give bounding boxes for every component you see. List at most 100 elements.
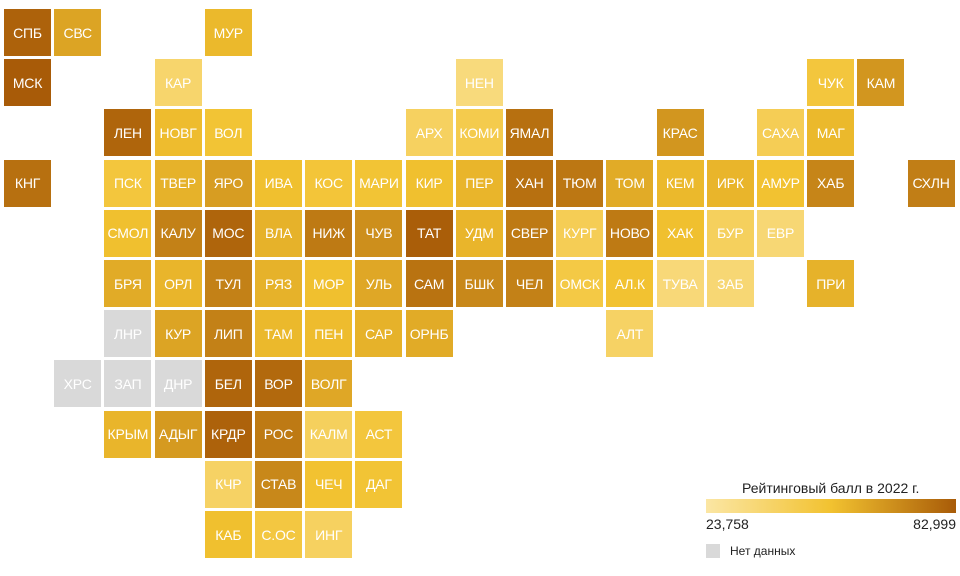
region-tile[interactable]: МОС: [204, 209, 252, 257]
region-tile[interactable]: ЛИП: [204, 310, 252, 358]
region-tile[interactable]: СПБ: [4, 9, 51, 56]
region-tile[interactable]: НОВГ: [154, 109, 202, 157]
region-tile[interactable]: СВЕР: [506, 209, 553, 257]
region-tile[interactable]: КЕМ: [656, 159, 704, 207]
region-tile[interactable]: САХА: [757, 109, 804, 157]
region-tile[interactable]: САР: [355, 310, 403, 358]
region-tile[interactable]: МСК: [4, 59, 51, 107]
region-tile[interactable]: УДМ: [455, 209, 503, 257]
region-tile[interactable]: БУР: [706, 209, 754, 257]
region-tile[interactable]: АРХ: [405, 109, 453, 157]
region-tile[interactable]: ИНГ: [305, 511, 353, 558]
region-tile[interactable]: ПРИ: [807, 260, 855, 307]
region-tile[interactable]: МОР: [305, 260, 353, 307]
region-tile[interactable]: ТУЛ: [204, 260, 252, 307]
region-tile[interactable]: МАРИ: [355, 159, 403, 207]
region-tile[interactable]: ХАН: [506, 159, 553, 207]
region-label: ДНР: [163, 375, 193, 392]
region-tile[interactable]: БРЯ: [104, 260, 152, 307]
region-tile[interactable]: ТАТ: [405, 209, 453, 257]
region-tile[interactable]: БЕЛ: [204, 360, 252, 408]
region-tile[interactable]: ВОР: [255, 360, 302, 408]
region-tile[interactable]: ОМСК: [556, 260, 604, 307]
region-tile[interactable]: ЧУК: [807, 59, 855, 107]
region-label: САХА: [761, 124, 800, 141]
region-tile[interactable]: АЛТ: [606, 310, 654, 358]
region-tile[interactable]: ВЛА: [255, 209, 302, 257]
region-tile[interactable]: ПЕР: [455, 159, 503, 207]
region-tile[interactable]: АДЫГ: [154, 410, 202, 458]
region-tile[interactable]: ТВЕР: [154, 159, 202, 207]
region-tile[interactable]: АМУР: [757, 159, 804, 207]
region-tile[interactable]: ТАМ: [255, 310, 302, 358]
region-tile[interactable]: ЛЕН: [104, 109, 152, 157]
region-tile[interactable]: ДАГ: [355, 460, 403, 508]
region-tile[interactable]: КРДР: [204, 410, 252, 458]
region-tile[interactable]: САМ: [405, 260, 453, 307]
region-tile[interactable]: ХРС: [54, 360, 102, 408]
region-label: ОРЛ: [164, 275, 193, 292]
region-tile[interactable]: ИВА: [255, 159, 302, 207]
region-tile[interactable]: УЛЬ: [355, 260, 403, 307]
region-label: ЗАП: [114, 375, 142, 392]
region-tile[interactable]: КНГ: [4, 159, 51, 207]
region-tile[interactable]: КАМ: [857, 59, 905, 107]
region-tile[interactable]: ЕВР: [757, 209, 804, 257]
region-label: ЯРО: [213, 175, 244, 192]
region-tile[interactable]: РОС: [255, 410, 302, 458]
region-tile[interactable]: ТОМ: [606, 159, 654, 207]
region-tile[interactable]: КОМИ: [455, 109, 503, 157]
region-tile[interactable]: МАГ: [807, 109, 855, 157]
region-tile[interactable]: С.ОС: [255, 511, 302, 558]
region-tile[interactable]: КАЛМ: [305, 410, 353, 458]
region-tile[interactable]: ЗАБ: [706, 260, 754, 307]
region-tile[interactable]: ПСК: [104, 159, 152, 207]
region-tile[interactable]: СТАВ: [255, 460, 302, 508]
region-tile[interactable]: АСТ: [355, 410, 403, 458]
region-tile[interactable]: МУР: [204, 9, 252, 56]
region-tile[interactable]: КУР: [154, 310, 202, 358]
region-tile[interactable]: КОС: [305, 159, 353, 207]
region-tile[interactable]: РЯЗ: [255, 260, 302, 307]
region-tile[interactable]: КРЫМ: [104, 410, 152, 458]
region-tile[interactable]: АЛ.К: [606, 260, 654, 307]
region-tile[interactable]: СВС: [54, 9, 102, 56]
region-tile[interactable]: ЧЕЧ: [305, 460, 353, 508]
region-tile[interactable]: ВОЛГ: [305, 360, 353, 408]
region-tile[interactable]: БШК: [455, 260, 503, 307]
region-tile[interactable]: ЛНР: [104, 310, 152, 358]
legend-nodata-swatch: [706, 544, 720, 558]
region-tile[interactable]: ТЮМ: [556, 159, 604, 207]
region-tile[interactable]: ПЕН: [305, 310, 353, 358]
region-label: РОС: [263, 426, 294, 443]
region-tile[interactable]: НЕН: [455, 59, 503, 107]
region-tile[interactable]: КИР: [405, 159, 453, 207]
region-tile[interactable]: ОРНБ: [405, 310, 453, 358]
region-label: НЕН: [464, 74, 494, 91]
region-tile[interactable]: ЧЕЛ: [506, 260, 553, 307]
region-tile[interactable]: КАБ: [204, 511, 252, 558]
region-tile[interactable]: СМОЛ: [104, 209, 152, 257]
region-tile[interactable]: ОРЛ: [154, 260, 202, 307]
region-tile[interactable]: КЧР: [204, 460, 252, 508]
region-label: ХРС: [63, 375, 92, 392]
region-tile[interactable]: ДНР: [154, 360, 202, 408]
region-tile[interactable]: КУРГ: [556, 209, 604, 257]
region-label: СМОЛ: [107, 225, 149, 242]
region-tile[interactable]: ИРК: [706, 159, 754, 207]
region-tile[interactable]: КАЛУ: [154, 209, 202, 257]
region-tile[interactable]: ЗАП: [104, 360, 152, 408]
region-tile[interactable]: ЯМАЛ: [506, 109, 553, 157]
region-tile[interactable]: ТУВА: [656, 260, 704, 307]
region-tile[interactable]: ЧУВ: [355, 209, 403, 257]
region-tile[interactable]: КАР: [154, 59, 202, 107]
region-tile[interactable]: ВОЛ: [204, 109, 252, 157]
region-tile[interactable]: ХАБ: [807, 159, 855, 207]
region-tile[interactable]: ЯРО: [204, 159, 252, 207]
region-tile[interactable]: НИЖ: [305, 209, 353, 257]
region-tile[interactable]: КРАС: [656, 109, 704, 157]
region-tile[interactable]: НОВО: [606, 209, 654, 257]
region-tile[interactable]: СХЛН: [907, 159, 955, 207]
region-tile[interactable]: ХАК: [656, 209, 704, 257]
